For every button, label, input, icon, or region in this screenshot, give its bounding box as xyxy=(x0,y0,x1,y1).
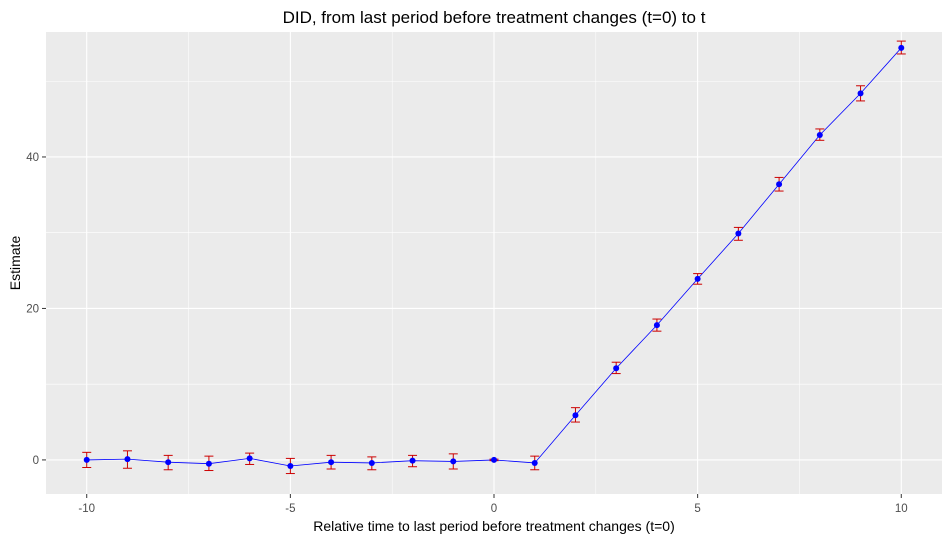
estimate-point xyxy=(83,456,90,463)
estimate-point xyxy=(816,132,823,139)
chart-title: DID, from last period before treatment c… xyxy=(283,8,706,27)
estimate-point xyxy=(409,457,416,464)
estimate-point xyxy=(124,456,131,463)
estimate-point xyxy=(491,456,497,463)
estimate-point xyxy=(857,90,864,97)
x-tick-label: 0 xyxy=(491,503,497,515)
estimate-point xyxy=(776,181,783,188)
x-tick-label: -5 xyxy=(285,503,295,515)
estimate-point xyxy=(450,458,457,465)
estimate-point xyxy=(735,230,742,237)
estimate-point xyxy=(531,459,538,466)
tick-layer: -10 -5 0 5 10 0 20 40 xyxy=(26,152,907,515)
y-tick-label: 0 xyxy=(33,455,39,467)
estimate-point xyxy=(287,462,294,469)
estimate-point xyxy=(368,459,375,466)
x-tick-label: -10 xyxy=(78,503,95,515)
x-tick-label: 10 xyxy=(895,503,908,515)
estimate-point xyxy=(246,455,253,462)
y-tick-label: 20 xyxy=(26,303,39,315)
y-tick-label: 40 xyxy=(26,152,39,164)
estimate-point xyxy=(165,459,172,466)
x-tick-label: 5 xyxy=(694,503,700,515)
estimate-point xyxy=(572,412,579,419)
estimate-point xyxy=(694,275,701,282)
grid-lines xyxy=(46,32,942,494)
estimate-point xyxy=(328,459,335,466)
x-axis-label: Relative time to last period before trea… xyxy=(313,518,674,534)
series-layer xyxy=(82,40,906,475)
estimate-point xyxy=(205,460,212,467)
estimate-point xyxy=(653,322,660,329)
estimate-point xyxy=(613,365,620,372)
estimate-point xyxy=(898,44,905,51)
y-axis-label: Estimate xyxy=(7,236,23,291)
